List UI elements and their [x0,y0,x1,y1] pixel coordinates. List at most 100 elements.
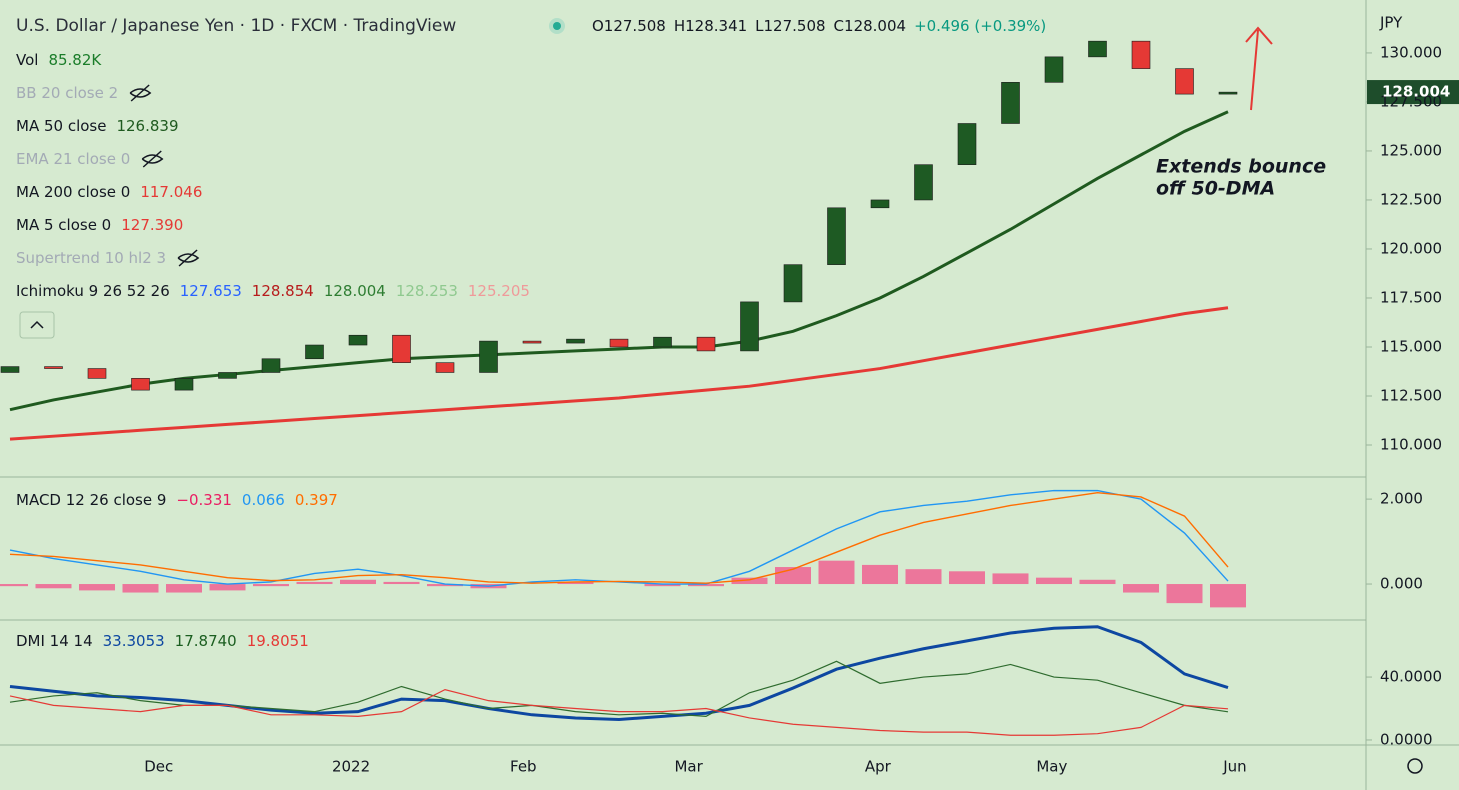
legend-value: 127.653 [180,282,242,300]
arrow [1245,26,1273,111]
y-tick-label: 130.000 [1380,43,1442,61]
visibility-toggle[interactable] [177,249,200,267]
legend-label: MA 50 close [16,117,106,135]
y-tick-label: 0.0000 [1380,730,1433,748]
series-line [9,110,1229,412]
x-tick-label: Mar [674,758,703,776]
settings-button[interactable] [1407,758,1423,774]
legend-row: Ichimoku 9 26 52 26 127.653 128.854 128.004… [16,282,530,300]
candle [609,338,629,348]
macd-histogram [340,579,376,585]
legend-row: Supertrend 10 hl2 3 [16,249,166,267]
candle [218,372,237,379]
legend-value: 128.854 [252,282,314,300]
candle [174,378,194,391]
macd-histogram [644,584,681,587]
y-tick-label: 125.000 [1380,141,1442,159]
legend-value: −0.331 [176,491,232,509]
x-tick-label: Apr [865,758,892,776]
macd-histogram [122,584,159,593]
macd-histogram [1036,577,1072,585]
legend-row: MA 50 close 126.839 [16,117,179,135]
legend-row: MA 5 close 0 127.390 [16,216,183,234]
candle [783,264,803,303]
price-tag [1367,80,1459,105]
candle [827,207,846,265]
macd-histogram [427,584,463,587]
ohlc-value: O127.508 [592,17,666,35]
legend-value: 125.205 [468,282,530,300]
legend-value: 117.046 [140,183,202,201]
ohlc-value: +0.496 (+0.39%) [914,17,1046,35]
y-tick-label: 120.000 [1380,239,1442,257]
legend-row: EMA 21 close 0 [16,150,130,168]
candle [1131,40,1151,69]
macd-histogram [949,571,985,585]
macd-histogram [688,584,724,587]
candle [1044,56,1064,83]
macd-histogram [79,584,115,591]
ohlc-value: L127.508 [755,17,825,35]
legend-value: 128.253 [396,282,458,300]
legend-row: MA 200 close 0 117.046 [16,183,202,201]
macd-histogram [1079,579,1116,585]
series-line [9,306,1229,441]
visibility-toggle[interactable] [129,84,152,102]
legend-value: 0.397 [295,491,338,509]
legend-label: BB 20 close 2 [16,84,118,102]
price-tag-label: 128.004 [1382,83,1450,101]
candle [914,164,933,201]
legend-value: 128.004 [324,282,386,300]
legend-value: 127.390 [121,216,183,234]
macd-histogram [296,581,333,585]
legend-label: EMA 21 close 0 [16,150,130,168]
macd-histogram [166,584,202,593]
candle [44,366,63,369]
macd-histogram [253,584,289,587]
collapse-icon [30,320,44,329]
legend-value: 126.839 [116,117,178,135]
macd-histogram [992,573,1029,585]
collapse-button[interactable] [19,311,55,339]
annotation: off 50-DMA [1156,178,1275,200]
legend-row: Vol 85.82K [16,51,102,69]
legend-label: Ichimoku 9 26 52 26 [16,282,170,300]
legend-label: MA 5 close 0 [16,216,111,234]
candle [740,301,759,352]
plot [0,40,1459,741]
x-tick-label: Dec [144,758,173,776]
macd-histogram [1166,584,1203,604]
legend-value: 0.066 [242,491,285,509]
ohlc-value: H128.341 [674,17,747,35]
candle [1175,68,1194,95]
status-dot [553,22,561,30]
candle [1218,91,1238,95]
macd-histogram [905,569,942,585]
macd-histogram [209,584,246,591]
candle [131,378,150,391]
y-tick-label: 40.0000 [1380,668,1442,686]
x-tick-label: May [1036,758,1067,776]
y-tick-label: 115.000 [1380,337,1442,355]
legend-label: DMI 14 14 [16,632,93,650]
visibility-toggle[interactable] [141,150,164,168]
y-tick-label: 110.000 [1380,436,1442,454]
candle [1088,40,1107,58]
candle [566,338,585,344]
annotation: Extends bounce [1156,156,1326,178]
candle [696,336,716,352]
macd-histogram [1210,584,1246,608]
symbol-title: U.S. Dollar / Japanese Yen · 1D · FXCM ·… [16,16,456,36]
candle [261,358,281,373]
macd-histogram [1123,584,1159,593]
legend-value: 85.82K [48,51,102,69]
ohlc-value: C128.004 [834,17,907,35]
labels: U.S. Dollar / Japanese Yen · 1D · FXCM ·… [16,14,1450,776]
macd-histogram [383,581,420,585]
macd-histogram [557,581,594,585]
x-tick-label: 2022 [332,758,370,776]
y-tick-label: 122.500 [1380,190,1442,208]
x-tick-label: Feb [510,758,537,776]
series-line [9,688,1229,736]
